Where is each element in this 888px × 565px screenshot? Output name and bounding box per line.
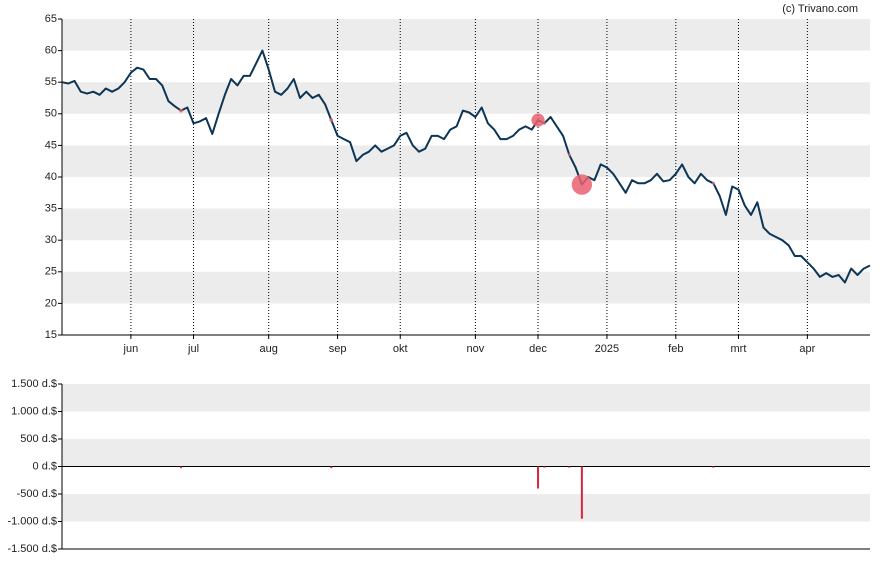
y-tick-label: -500 d.$ [17,488,57,500]
source-credit: (c) Trivano.com [782,3,858,15]
bar [180,466,183,469]
grid-band [62,82,870,114]
grid-band [62,439,870,467]
x-tick-label: jun [123,343,139,355]
y-tick-label: 15 [45,329,57,341]
bar [712,466,715,468]
y-tick-label: 35 [45,203,57,215]
x-tick-label: nov [467,343,485,355]
grid-band [62,494,870,522]
grid-band [62,145,870,177]
x-tick-label: jul [187,343,199,355]
bar [330,466,333,469]
y-tick-label: 1.500 d.$ [11,378,57,390]
trade-marker [531,113,545,127]
trade-marker [711,181,715,185]
grid-band [62,208,870,241]
y-tick-label: 60 [45,45,57,57]
y-tick-label: 500 d.$ [20,433,57,445]
grid-band [62,384,870,412]
x-tick-label: dec [529,343,547,355]
y-tick-label: -1.000 d.$ [7,515,57,527]
bar [580,466,583,519]
grid-band [62,19,870,51]
y-tick-label: -1.500 d.$ [7,543,57,555]
trade-marker [571,174,593,195]
grid-band [62,271,870,304]
trade-marker [179,108,183,113]
y-tick-label: 45 [45,139,57,151]
x-tick-label: sep [329,343,347,355]
y-tick-label: 65 [45,13,57,25]
trade-marker [329,118,334,122]
y-tick-label: 50 [45,108,57,120]
price-line [61,49,871,284]
x-tick-label: apr [799,343,815,355]
y-tick-label: 40 [45,171,57,183]
trade-marker [567,153,571,157]
y-tick-label: 30 [45,234,57,246]
trade-marker [542,121,546,125]
bar [543,466,546,468]
bar [568,466,571,468]
y-tick-label: 25 [45,266,57,278]
y-tick-label: 1.000 d.$ [11,405,57,417]
y-tick-label: 0 d.$ [33,460,57,472]
x-tick-label: mrt [731,343,747,355]
x-tick-label: okt [393,343,408,355]
bar [537,466,540,489]
x-tick-label: aug [260,343,278,355]
x-tick-label: feb [668,343,683,355]
y-tick-label: 20 [45,297,57,309]
x-tick-label: 2025 [595,343,619,355]
y-tick-label: 55 [45,76,57,88]
